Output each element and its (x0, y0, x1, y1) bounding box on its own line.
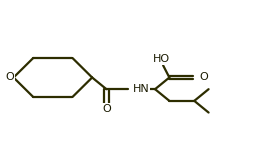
Text: HO: HO (152, 55, 170, 64)
Text: O: O (200, 73, 209, 82)
Text: O: O (5, 73, 14, 82)
Text: O: O (102, 104, 111, 114)
Text: HN: HN (133, 84, 149, 94)
